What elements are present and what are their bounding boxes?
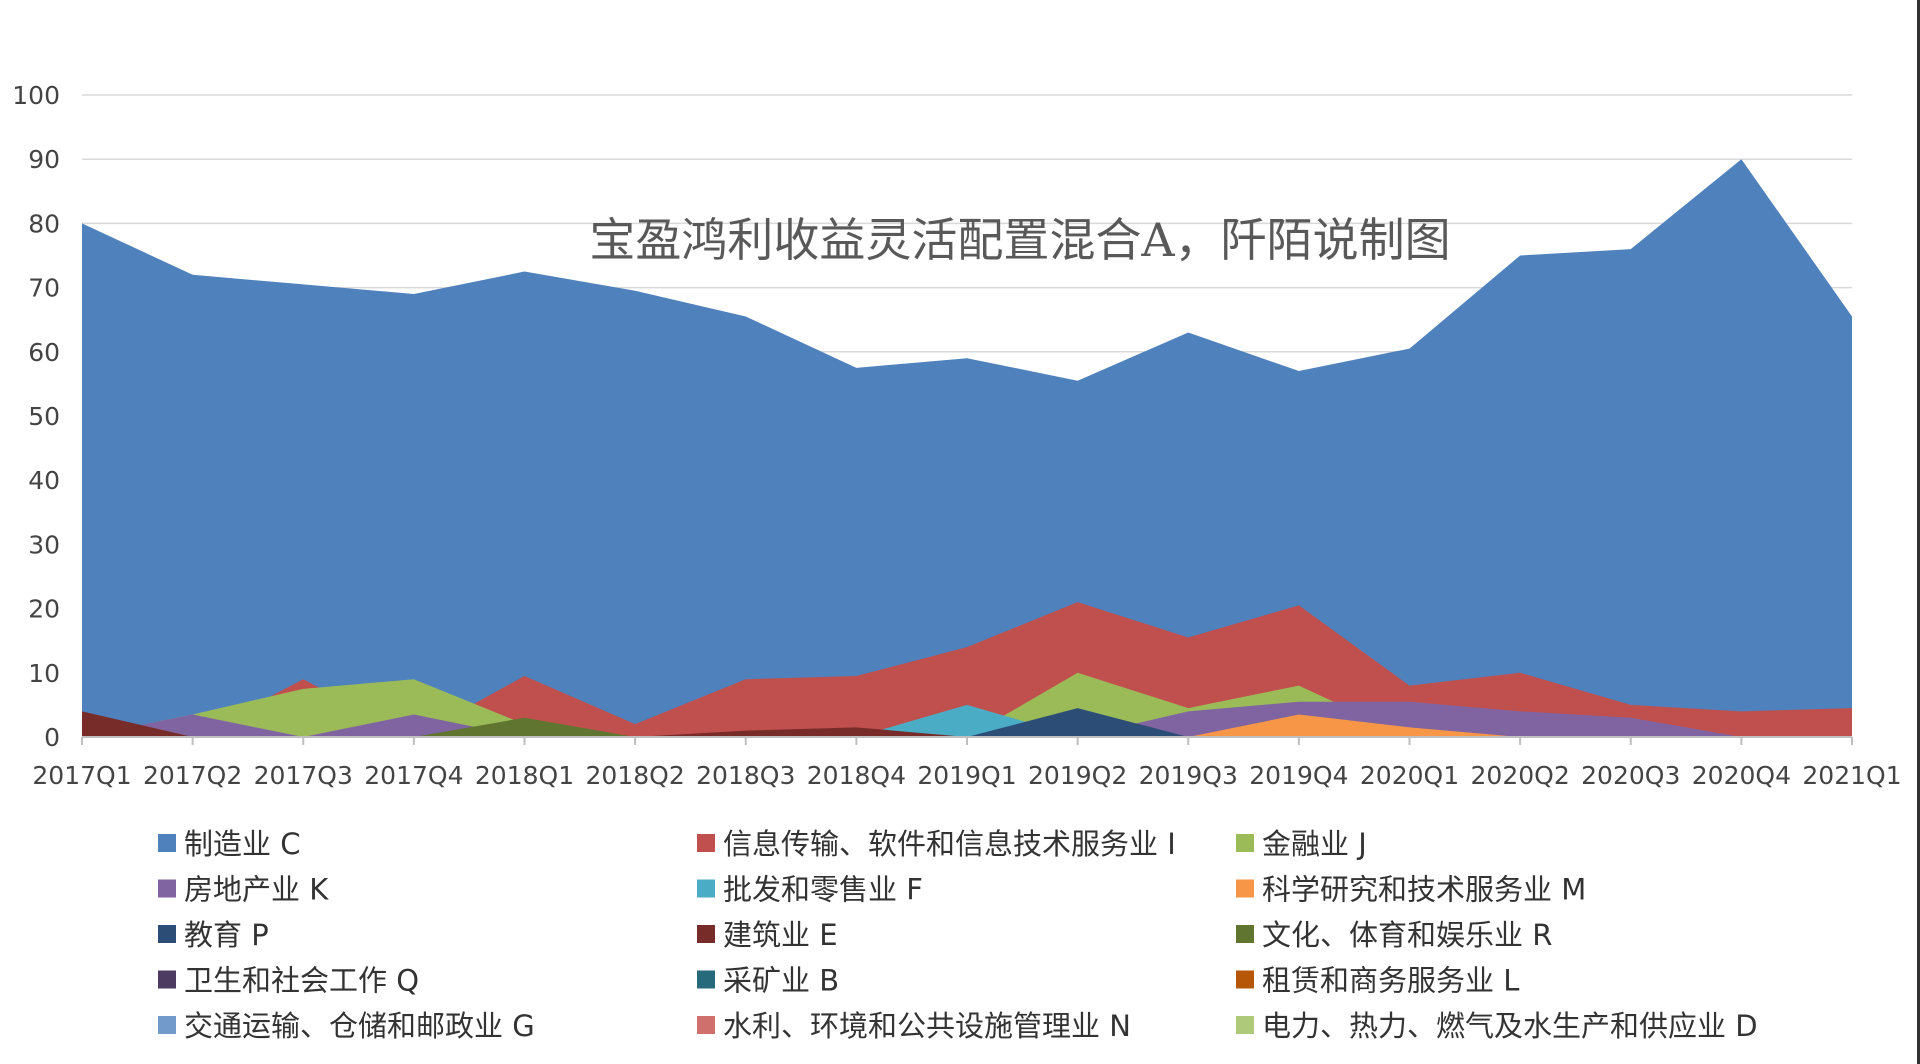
area-series-8 [82, 717, 1852, 737]
x-axis [81, 736, 1853, 745]
legend-item: 交通运输、仓储和邮政业 G [158, 1009, 535, 1043]
legend-item: 采矿业 B [697, 964, 839, 998]
y-tick-label: 100 [12, 81, 60, 110]
legend-swatch [697, 970, 715, 989]
legend-item: 建筑业 E [697, 918, 838, 952]
legend-swatch [1236, 879, 1254, 898]
legend-label: 交通运输、仓储和邮政业 G [184, 1009, 535, 1043]
legend-item: 租赁和商务服务业 L [1236, 964, 1519, 998]
legend-item: 信息传输、软件和信息技术服务业 I [697, 827, 1176, 861]
legend-item: 制造业 C [158, 827, 300, 861]
x-tick-label: 2019Q3 [1139, 761, 1238, 790]
legend-label: 采矿业 B [723, 964, 839, 998]
chart-title: 宝盈鸿利收益灵活配置混合A，阡陌说制图 [589, 213, 1450, 267]
legend-item: 科学研究和技术服务业 M [1236, 873, 1586, 907]
legend-label: 信息传输、软件和信息技术服务业 I [723, 827, 1176, 861]
y-tick-label: 50 [28, 402, 60, 431]
legend-label: 制造业 C [184, 827, 300, 861]
y-tick-label: 60 [28, 338, 60, 367]
x-tick-label: 2018Q4 [807, 761, 906, 790]
y-axis-tick-labels: 0 10 20 30 40 50 60 70 80 90 100 [12, 81, 60, 752]
legend-swatch [697, 879, 715, 898]
y-tick-label: 10 [28, 659, 60, 688]
legend-label: 电力、热力、燃气及水生产和供应业 D [1262, 1009, 1758, 1043]
x-tick-label: 2021Q1 [1802, 761, 1901, 790]
legend-item: 电力、热力、燃气及水生产和供应业 D [1236, 1009, 1758, 1043]
legend-swatch [1236, 1016, 1254, 1034]
y-tick-label: 70 [28, 274, 60, 303]
x-tick-label: 2018Q2 [586, 761, 685, 790]
x-tick-label: 2017Q4 [364, 761, 463, 790]
legend-label: 租赁和商务服务业 L [1262, 964, 1519, 998]
legend-swatch [1236, 970, 1254, 989]
x-tick-label: 2017Q1 [32, 761, 131, 790]
x-tick-label: 2019Q2 [1028, 761, 1127, 790]
legend-item: 批发和零售业 F [697, 873, 923, 907]
x-tick-label: 2018Q1 [475, 761, 574, 790]
x-tick-label: 2020Q3 [1581, 761, 1680, 790]
window-edge [1917, 0, 1920, 1064]
area-series-0 [82, 159, 1852, 737]
legend-label: 卫生和社会工作 Q [184, 964, 419, 998]
legend-item: 文化、体育和娱乐业 R [1236, 918, 1552, 952]
legend: 制造业 C 信息传输、软件和信息技术服务业 I 金融业 J 房地产业 K 批发和零售业 … [158, 827, 1758, 1043]
area-series-5 [82, 714, 1852, 737]
legend-label: 文化、体育和娱乐业 R [1262, 918, 1552, 952]
y-tick-label: 90 [28, 145, 60, 174]
y-tick-label: 40 [28, 466, 60, 495]
area-series-4 [82, 704, 1852, 737]
legend-swatch [697, 834, 715, 852]
legend-swatch [158, 1016, 176, 1034]
y-tick-label: 20 [28, 595, 60, 624]
legend-swatch [697, 925, 715, 943]
x-tick-label: 2017Q2 [143, 761, 242, 790]
x-tick-label: 2020Q2 [1471, 761, 1570, 790]
legend-item: 卫生和社会工作 Q [158, 964, 419, 998]
legend-label: 房地产业 K [184, 873, 329, 907]
legend-item: 金融业 J [1236, 827, 1367, 861]
legend-label: 建筑业 E [723, 918, 838, 952]
y-tick-label: 30 [28, 530, 60, 559]
legend-label: 水利、环境和公共设施管理业 N [723, 1009, 1131, 1043]
x-tick-label: 2019Q4 [1249, 761, 1348, 790]
legend-label: 金融业 J [1262, 827, 1367, 861]
legend-swatch [1236, 925, 1254, 943]
legend-swatch [158, 970, 176, 989]
legend-swatch [158, 879, 176, 898]
y-tick-label: 80 [28, 209, 60, 238]
x-tick-label: 2019Q1 [917, 761, 1016, 790]
x-axis-tick-labels: 2017Q1 2017Q2 2017Q3 2017Q4 2018Q1 2018Q2 2018… [32, 761, 1901, 790]
legend-item: 房地产业 K [158, 873, 329, 907]
legend-swatch [697, 1016, 715, 1034]
area-series [82, 159, 1852, 737]
legend-swatch [1236, 834, 1254, 852]
y-tick-label: 0 [44, 723, 60, 752]
x-tick-label: 2018Q3 [696, 761, 795, 790]
x-tick-label: 2017Q3 [254, 761, 353, 790]
legend-item: 教育 P [158, 918, 269, 952]
legend-label: 批发和零售业 F [723, 873, 923, 907]
legend-label: 教育 P [184, 918, 269, 952]
x-tick-label: 2020Q4 [1692, 761, 1791, 790]
legend-swatch [158, 925, 176, 943]
x-tick-label: 2020Q1 [1360, 761, 1459, 790]
legend-swatch [158, 834, 176, 852]
legend-label: 科学研究和技术服务业 M [1262, 873, 1586, 907]
legend-item: 水利、环境和公共设施管理业 N [697, 1009, 1131, 1043]
